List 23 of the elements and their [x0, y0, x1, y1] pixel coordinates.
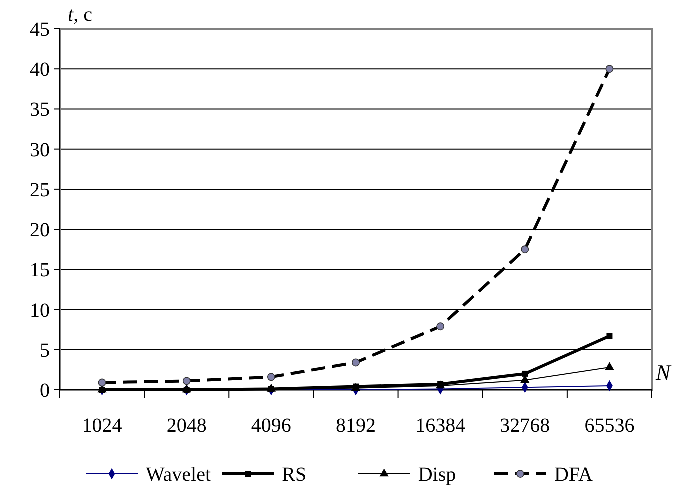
legend-label: RS: [282, 464, 307, 486]
x-tick-label: 8192: [336, 415, 376, 437]
y-tick-label: 5: [40, 340, 50, 362]
x-tick-label: 2048: [166, 415, 207, 437]
y-tick-label: 30: [30, 139, 50, 162]
y-tick-label: 20: [30, 220, 50, 242]
y-tick-label: 40: [30, 59, 50, 82]
y-tick-label: 25: [30, 179, 50, 202]
legend-label: Disp: [418, 464, 456, 486]
x-tick-label: 65536: [584, 415, 635, 437]
x-tick-label: 32768: [500, 415, 550, 437]
y-tick-label: 0: [40, 380, 50, 402]
y-tick-label: 15: [30, 260, 50, 282]
y-axis-title: t, c: [68, 4, 93, 26]
legend-label: Wavelet: [146, 464, 212, 486]
x-tick-label: 1024: [82, 415, 122, 437]
y-tick-label: 45: [30, 19, 50, 41]
y-tick-label: 10: [30, 300, 50, 322]
x-axis-title: N: [655, 360, 672, 385]
x-tick-label: 16384: [416, 415, 466, 437]
y-tick-label: 35: [30, 99, 50, 122]
x-tick-label: 4096: [251, 415, 292, 437]
legend-label: DFA: [554, 464, 594, 486]
